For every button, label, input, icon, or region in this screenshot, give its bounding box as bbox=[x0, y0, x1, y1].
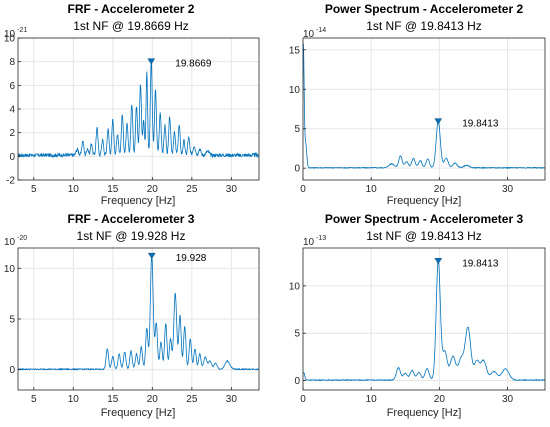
y-tick-label: 0 bbox=[294, 164, 300, 175]
y-tick-label: 15 bbox=[289, 45, 301, 56]
x-tick-label: 10 bbox=[366, 184, 378, 195]
plot-background bbox=[303, 248, 545, 390]
x-tick-label: 30 bbox=[226, 394, 238, 405]
plot-area: 5 10 15 20 25 30 0 5 10 19.928 bbox=[4, 247, 260, 405]
peak-marker bbox=[147, 252, 156, 260]
peak-marker bbox=[147, 58, 156, 65]
peak-data-label: 19.8413 bbox=[462, 258, 499, 269]
plot-area: 0 10 20 30 0 5 10 15 19.8413 bbox=[289, 37, 546, 195]
axes-box bbox=[302, 37, 546, 181]
chart-subtitle: 1st NF @ 19.8669 Hz bbox=[73, 19, 189, 33]
x-tick-label: 20 bbox=[147, 184, 159, 195]
plot-area: 0 10 20 30 0 5 10 19.8413 bbox=[289, 247, 546, 405]
chart-title: FRF - Accelerometer 3 bbox=[68, 212, 195, 226]
series-line bbox=[303, 43, 545, 169]
chart-subtitle: 1st NF @ 19.928 Hz bbox=[77, 229, 186, 243]
y-tick-label: 5 bbox=[294, 329, 300, 340]
y-axis-exponent-base: 10 bbox=[303, 237, 315, 248]
x-tick-label: 20 bbox=[434, 394, 446, 405]
chart-title: Power Spectrum - Accelerometer 3 bbox=[325, 212, 524, 226]
y-tick-label: 10 bbox=[4, 264, 16, 275]
plot-background bbox=[303, 38, 545, 180]
y-tick-label: 10 bbox=[289, 85, 301, 96]
y-axis-exponent-base: 10 bbox=[4, 29, 16, 40]
subplot-power-spectrum-accelerometer-2: Power Spectrum - Accelerometer 2 1st NF … bbox=[289, 2, 546, 207]
x-tick-label: 5 bbox=[31, 394, 37, 405]
x-tick-label: 30 bbox=[502, 184, 514, 195]
x-axis-label: Frequency [Hz] bbox=[387, 195, 462, 207]
x-tick-label: 0 bbox=[300, 394, 306, 405]
x-tick-label: 0 bbox=[300, 184, 306, 195]
x-tick-label: 10 bbox=[68, 394, 80, 405]
subplot-frf-accelerometer-3: FRF - Accelerometer 3 1st NF @ 19.928 Hz… bbox=[4, 212, 260, 419]
peak-marker bbox=[434, 258, 443, 265]
y-axis-exponent-power: -14 bbox=[316, 27, 326, 34]
y-tick-label: 10 bbox=[4, 34, 16, 45]
x-tick-label: 5 bbox=[31, 184, 37, 195]
y-tick-label: 0 bbox=[9, 152, 15, 163]
y-axis-exponent-base: 10 bbox=[303, 29, 315, 40]
y-tick-label: 5 bbox=[9, 315, 15, 326]
x-axis-label: Frequency [Hz] bbox=[101, 195, 176, 207]
peak-data-label: 19.8413 bbox=[462, 119, 499, 130]
y-tick-label: 5 bbox=[294, 124, 300, 135]
y-axis-exponent-power: -21 bbox=[17, 27, 27, 34]
chart-title: FRF - Accelerometer 2 bbox=[68, 2, 195, 16]
x-tick-label: 15 bbox=[107, 394, 119, 405]
peak-data-label: 19.8669 bbox=[175, 59, 212, 70]
x-tick-label: 20 bbox=[147, 394, 159, 405]
x-axis-label: Frequency [Hz] bbox=[101, 407, 176, 419]
y-tick-label: 0 bbox=[294, 376, 300, 387]
series-line bbox=[18, 61, 259, 159]
chart-title: Power Spectrum - Accelerometer 2 bbox=[325, 2, 524, 16]
y-axis-exponent-base: 10 bbox=[4, 237, 16, 248]
x-tick-label: 10 bbox=[68, 184, 80, 195]
x-tick-label: 15 bbox=[107, 184, 119, 195]
axes-box bbox=[302, 247, 546, 391]
y-axis-exponent-power: -20 bbox=[17, 235, 27, 242]
y-tick-label: 8 bbox=[9, 57, 15, 68]
x-tick-label: 20 bbox=[434, 184, 446, 195]
x-tick-label: 25 bbox=[186, 394, 198, 405]
y-tick-label: 6 bbox=[9, 81, 15, 92]
plot-area: 5 10 15 20 25 30 -2 0 2 4 6 8 10 19.8669 bbox=[4, 34, 260, 195]
y-tick-label: 10 bbox=[289, 281, 301, 292]
x-tick-label: 30 bbox=[226, 184, 238, 195]
x-axis-label: Frequency [Hz] bbox=[387, 407, 462, 419]
subplot-power-spectrum-accelerometer-3: Power Spectrum - Accelerometer 3 1st NF … bbox=[289, 212, 546, 419]
chart-subtitle: 1st NF @ 19.8413 Hz bbox=[366, 229, 482, 243]
x-tick-label: 25 bbox=[186, 184, 198, 195]
y-axis-exponent-power: -13 bbox=[316, 235, 326, 242]
x-tick-label: 30 bbox=[502, 394, 514, 405]
y-tick-label: 4 bbox=[9, 105, 15, 116]
y-tick-label: -2 bbox=[6, 176, 15, 187]
y-tick-label: 2 bbox=[9, 128, 15, 139]
peak-marker bbox=[434, 118, 443, 125]
subplot-frf-accelerometer-2: FRF - Accelerometer 2 1st NF @ 19.8669 H… bbox=[4, 2, 260, 207]
series-line bbox=[18, 255, 259, 371]
x-tick-label: 10 bbox=[366, 394, 378, 405]
y-tick-label: 0 bbox=[9, 365, 15, 376]
chart-subtitle: 1st NF @ 19.8413 Hz bbox=[366, 19, 482, 33]
peak-data-label: 19.928 bbox=[176, 253, 207, 264]
series-line bbox=[303, 258, 545, 382]
